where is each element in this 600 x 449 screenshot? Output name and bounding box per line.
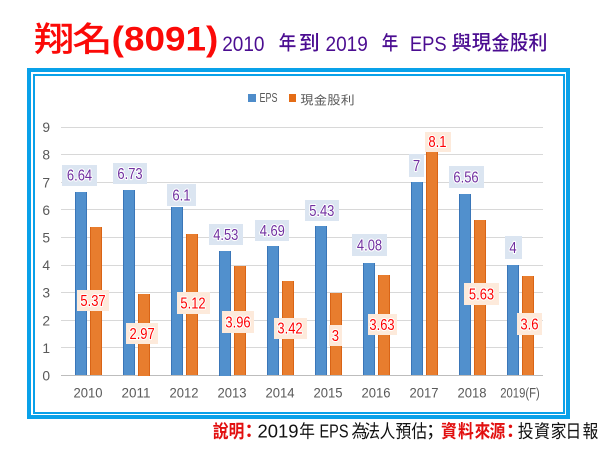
- svg-text:EPS: EPS: [320, 421, 349, 442]
- svg-text:7: 7: [42, 175, 50, 190]
- svg-text:2019: 2019: [326, 33, 368, 56]
- svg-text:6.1: 6.1: [172, 187, 190, 204]
- svg-text:4.69: 4.69: [260, 223, 285, 240]
- svg-text:2019(F): 2019(F): [500, 384, 540, 400]
- svg-text:2010: 2010: [74, 384, 103, 400]
- svg-text:4: 4: [42, 258, 50, 273]
- svg-text:0: 0: [42, 369, 50, 384]
- svg-text:2013: 2013: [218, 384, 247, 400]
- svg-text:1: 1: [42, 341, 50, 356]
- svg-text:8.1: 8.1: [428, 134, 446, 151]
- svg-text:4.53: 4.53: [213, 227, 238, 244]
- svg-text:2014: 2014: [266, 384, 295, 400]
- svg-text:2016: 2016: [362, 384, 391, 400]
- svg-text:5.12: 5.12: [180, 295, 205, 312]
- svg-text:2: 2: [42, 313, 50, 328]
- svg-text:2011: 2011: [122, 384, 151, 400]
- svg-text:2010: 2010: [222, 33, 264, 56]
- svg-text:8: 8: [42, 148, 50, 163]
- svg-text:9: 9: [42, 120, 50, 135]
- svg-text:4: 4: [509, 240, 517, 257]
- svg-text:2015: 2015: [314, 384, 343, 400]
- svg-text:EPS: EPS: [410, 33, 447, 56]
- svg-text:3.6: 3.6: [520, 317, 538, 334]
- svg-text:3: 3: [42, 286, 50, 301]
- svg-text:6.73: 6.73: [117, 166, 142, 183]
- svg-text:3.42: 3.42: [277, 321, 302, 338]
- svg-text:6.64: 6.64: [67, 168, 93, 185]
- svg-text:5.37: 5.37: [80, 293, 105, 310]
- svg-text:2012: 2012: [170, 384, 199, 400]
- svg-text:3.96: 3.96: [225, 314, 250, 331]
- svg-text:3.63: 3.63: [369, 317, 394, 334]
- svg-text:2017: 2017: [410, 384, 439, 400]
- svg-text:5.63: 5.63: [469, 287, 494, 304]
- svg-text:3: 3: [332, 328, 339, 345]
- svg-text:(8091): (8091): [112, 21, 219, 59]
- svg-text:6: 6: [42, 203, 50, 218]
- svg-text:6.56: 6.56: [453, 170, 478, 187]
- svg-text:2.97: 2.97: [130, 326, 155, 343]
- svg-text:5.43: 5.43: [309, 203, 334, 220]
- svg-text:4.08: 4.08: [357, 237, 382, 254]
- svg-text:7: 7: [413, 158, 420, 175]
- svg-text:2019: 2019: [258, 421, 299, 442]
- svg-text:5: 5: [42, 231, 50, 246]
- svg-text:2018: 2018: [458, 384, 487, 400]
- svg-text:EPS: EPS: [260, 90, 278, 105]
